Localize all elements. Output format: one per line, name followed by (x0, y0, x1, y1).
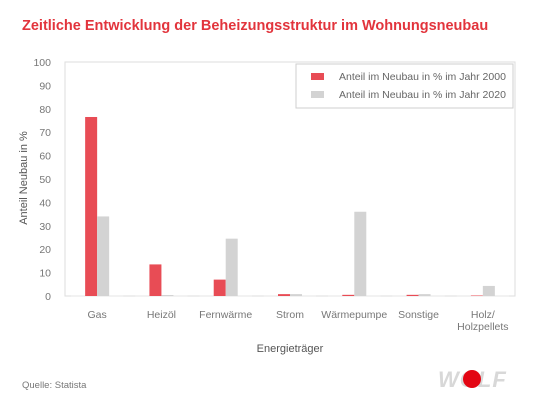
bar-2000-0 (85, 116, 98, 297)
bar-2020-2 (225, 238, 238, 296)
y-tick-label: 40 (39, 197, 51, 209)
bar-2000-4 (342, 294, 355, 296)
legend-label-1: Anteil im Neubau in % im Jahr 2020 (339, 89, 506, 101)
x-tick-label: Holz/ (471, 309, 495, 321)
x-tick-label: Holzpellets (457, 321, 508, 333)
bar-2020-3 (290, 294, 302, 296)
bar-2020-5 (418, 294, 431, 296)
bar-2020-0 (97, 216, 110, 296)
y-tick-label: 50 (39, 174, 51, 186)
y-tick-label: 90 (39, 80, 51, 92)
legend-box (295, 63, 514, 109)
y-axis-label: Anteil Neubau in % (18, 131, 30, 225)
x-tick-label: Gas (88, 309, 107, 321)
bar-2000-3 (278, 294, 290, 296)
source-note: Quelle: Statista (22, 380, 87, 391)
legend: Anteil im Neubau in % im Jahr 2000 Anteil… (295, 63, 514, 109)
y-tick-label: 30 (39, 221, 51, 233)
x-tick-label: Strom (276, 309, 304, 321)
legend-label-0: Anteil im Neubau in % im Jahr 2000 (339, 71, 506, 83)
y-tick-label: 60 (39, 151, 51, 163)
y-tick-label: 80 (39, 104, 51, 116)
legend-swatch-0 (311, 73, 324, 80)
x-axis-label: Energieträger (257, 343, 324, 355)
logo-dot (463, 370, 481, 388)
bar-2000-6 (470, 295, 483, 296)
bar-2000-2 (213, 279, 226, 296)
chart-title: Zeitliche Entwicklung der Beheizungsstru… (22, 18, 489, 34)
bar-2000-1 (149, 264, 162, 296)
bar-2020-6 (482, 285, 495, 296)
bar-2020-1 (161, 295, 174, 296)
x-tick-label: Heizöl (147, 309, 176, 321)
x-tick-label: Fernwärme (199, 309, 252, 321)
y-tick-label: 10 (39, 268, 51, 280)
bar-2020-4 (354, 211, 367, 296)
y-tick-label: 100 (33, 57, 51, 69)
y-tick-label: 0 (45, 291, 51, 303)
wolf-logo: WOLF (438, 367, 506, 392)
bar-2000-5 (406, 294, 419, 296)
y-tick-label: 20 (39, 244, 51, 256)
x-tick-label: Sonstige (398, 309, 439, 321)
y-tick-label: 70 (39, 127, 51, 139)
x-tick-label: Wärmepumpe (321, 309, 387, 321)
legend-swatch-1 (311, 91, 324, 98)
